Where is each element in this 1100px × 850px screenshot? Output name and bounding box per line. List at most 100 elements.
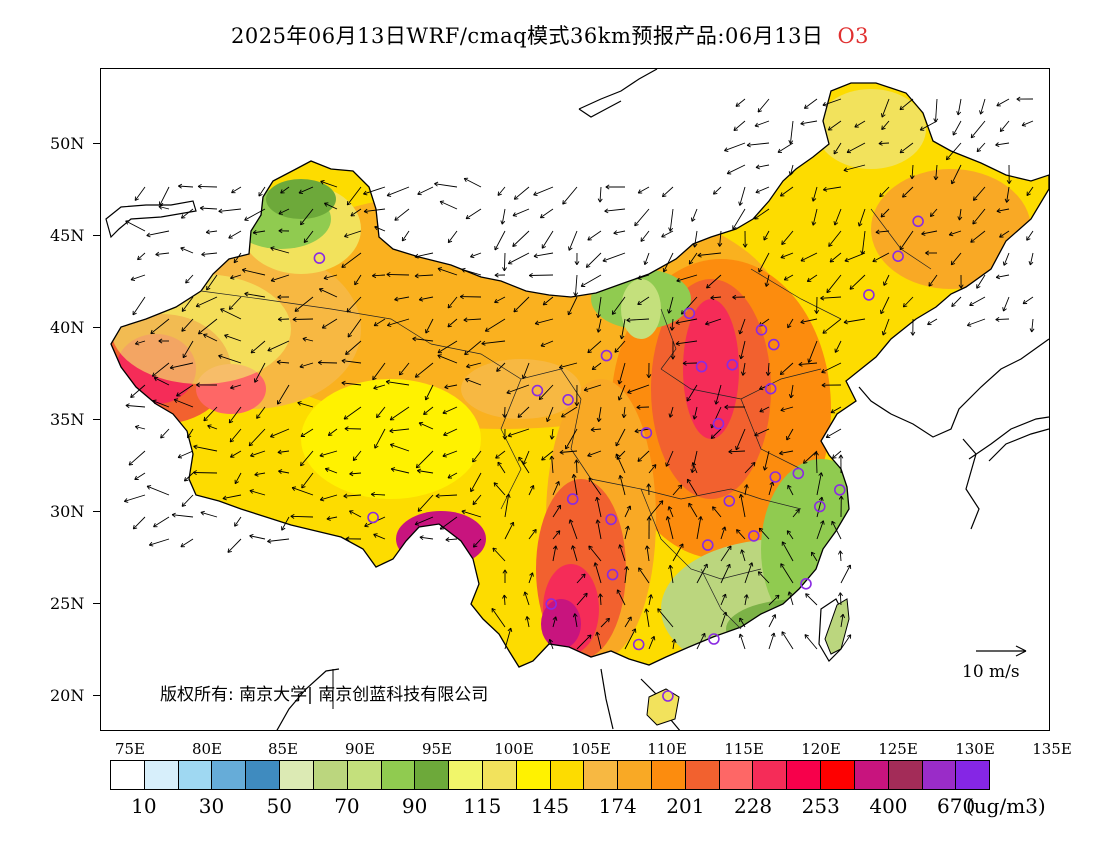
wind-vector-head: [435, 495, 440, 499]
wind-vector-head: [529, 485, 534, 488]
wind-vector: [930, 208, 938, 217]
wind-vector-head: [843, 167, 848, 171]
wind-vector-head: [459, 296, 464, 300]
wind-vector-head: [493, 482, 499, 485]
wind-vector-head: [199, 205, 204, 209]
wind-vector-head: [231, 188, 234, 193]
station-marker: [632, 638, 645, 651]
wind-vector-head: [1029, 261, 1034, 266]
wind-vector: [830, 406, 842, 414]
wind-vector-head: [945, 155, 948, 160]
wind-vector-head: [675, 343, 680, 346]
wind-vector-head: [995, 319, 1000, 322]
wind-vector-head: [228, 234, 231, 239]
wind-vector: [969, 296, 986, 306]
wind-vector-head: [192, 470, 197, 473]
wind-vector-head: [648, 374, 652, 379]
wind-vector-head: [481, 343, 486, 346]
wind-vector-head: [999, 233, 1002, 238]
wind-vector-head: [722, 593, 726, 597]
wind-vector-head: [572, 545, 576, 549]
wind-vector: [657, 608, 674, 628]
wind-vector: [230, 274, 242, 279]
wind-vector: [419, 296, 434, 301]
wind-vector: [206, 274, 218, 291]
wind-vector-head: [539, 398, 544, 401]
wind-vector-head: [1022, 299, 1026, 304]
wind-vector: [928, 274, 938, 287]
wind-vector-head: [881, 114, 886, 118]
wind-vector: [996, 98, 1010, 107]
wind-vector-head: [779, 370, 782, 375]
wind-vector: [638, 567, 650, 584]
wind-vector: [976, 142, 986, 153]
wind-vector: [417, 470, 434, 474]
station-marker: [531, 384, 544, 397]
wind-vector-head: [713, 192, 718, 195]
wind-vector-head: [637, 278, 642, 280]
wind-vector: [919, 120, 938, 131]
wind-vector-head: [346, 308, 349, 313]
wind-vector-head: [755, 192, 760, 194]
wind-vector-head: [821, 496, 824, 502]
wind-vector-head: [178, 185, 182, 189]
title-text: 2025年06月13日WRF/cmaq模式36km预报产品:06月13日: [230, 24, 824, 48]
wind-vector-head: [846, 148, 850, 153]
wind-vector-head: [617, 379, 620, 385]
wind-vector: [485, 318, 506, 332]
wind-vector-head: [128, 461, 131, 466]
wind-vector: [744, 462, 756, 474]
wind-vector-head: [919, 126, 923, 131]
wind-vector-head: [503, 594, 507, 599]
wind-vector: [780, 563, 794, 584]
wind-vector-head: [463, 319, 468, 323]
wind-vector-head: [724, 406, 729, 410]
wind-vector-head: [299, 366, 304, 369]
wind-vector-head: [583, 592, 588, 595]
wind-vector-head: [1006, 180, 1010, 184]
wind-vector: [542, 296, 554, 306]
wind-vector: [250, 450, 266, 457]
wind-vector-head: [546, 417, 548, 422]
wind-vector: [668, 506, 674, 518]
hainan-island: [646, 688, 680, 726]
wind-vector-head: [957, 111, 962, 116]
copyright-text: 版权所有: 南京大学| 南京创蓝科技有限公司: [160, 685, 489, 705]
wind-vector: [508, 252, 530, 265]
wind-vector: [250, 340, 266, 354]
wind-vector-head: [135, 343, 140, 346]
wind-vector: [371, 493, 386, 496]
wind-vector-head: [703, 563, 708, 567]
wind-vector-head: [180, 542, 184, 548]
wind-vector-head: [738, 494, 742, 499]
wind-vector-head: [565, 446, 570, 450]
wind-vector-head: [1021, 122, 1025, 126]
wind-vector: [528, 485, 535, 496]
wind-vector-head: [558, 481, 560, 486]
wind-vector-head: [640, 239, 645, 242]
wind-vector: [1026, 186, 1034, 196]
wind-vector-head: [727, 545, 732, 549]
wind-vector-head: [178, 457, 183, 459]
wind-vector-head: [769, 481, 774, 485]
wind-vector-head: [671, 638, 675, 643]
wind-vector-head: [800, 319, 804, 323]
wind-vector-head: [150, 332, 155, 335]
map-panel[interactable]: [100, 68, 1050, 731]
station-marker: [747, 530, 760, 542]
wind-vector: [834, 208, 842, 226]
wind-vector: [256, 406, 266, 419]
wind-vector-head: [765, 371, 769, 376]
wind-vector-head: [644, 608, 647, 613]
wind-vector: [732, 208, 746, 230]
wind-vector-head: [176, 392, 179, 397]
wind-vector-head: [394, 299, 399, 302]
wind-vector-head: [710, 295, 715, 299]
wind-vector-head: [278, 469, 283, 472]
wind-vector-head: [574, 261, 578, 266]
wind-vector: [999, 120, 1010, 132]
wind-vector: [418, 422, 434, 430]
wind-vector-head: [613, 230, 618, 234]
wind-vector-head: [473, 545, 478, 548]
wind-vector-head: [833, 151, 838, 155]
